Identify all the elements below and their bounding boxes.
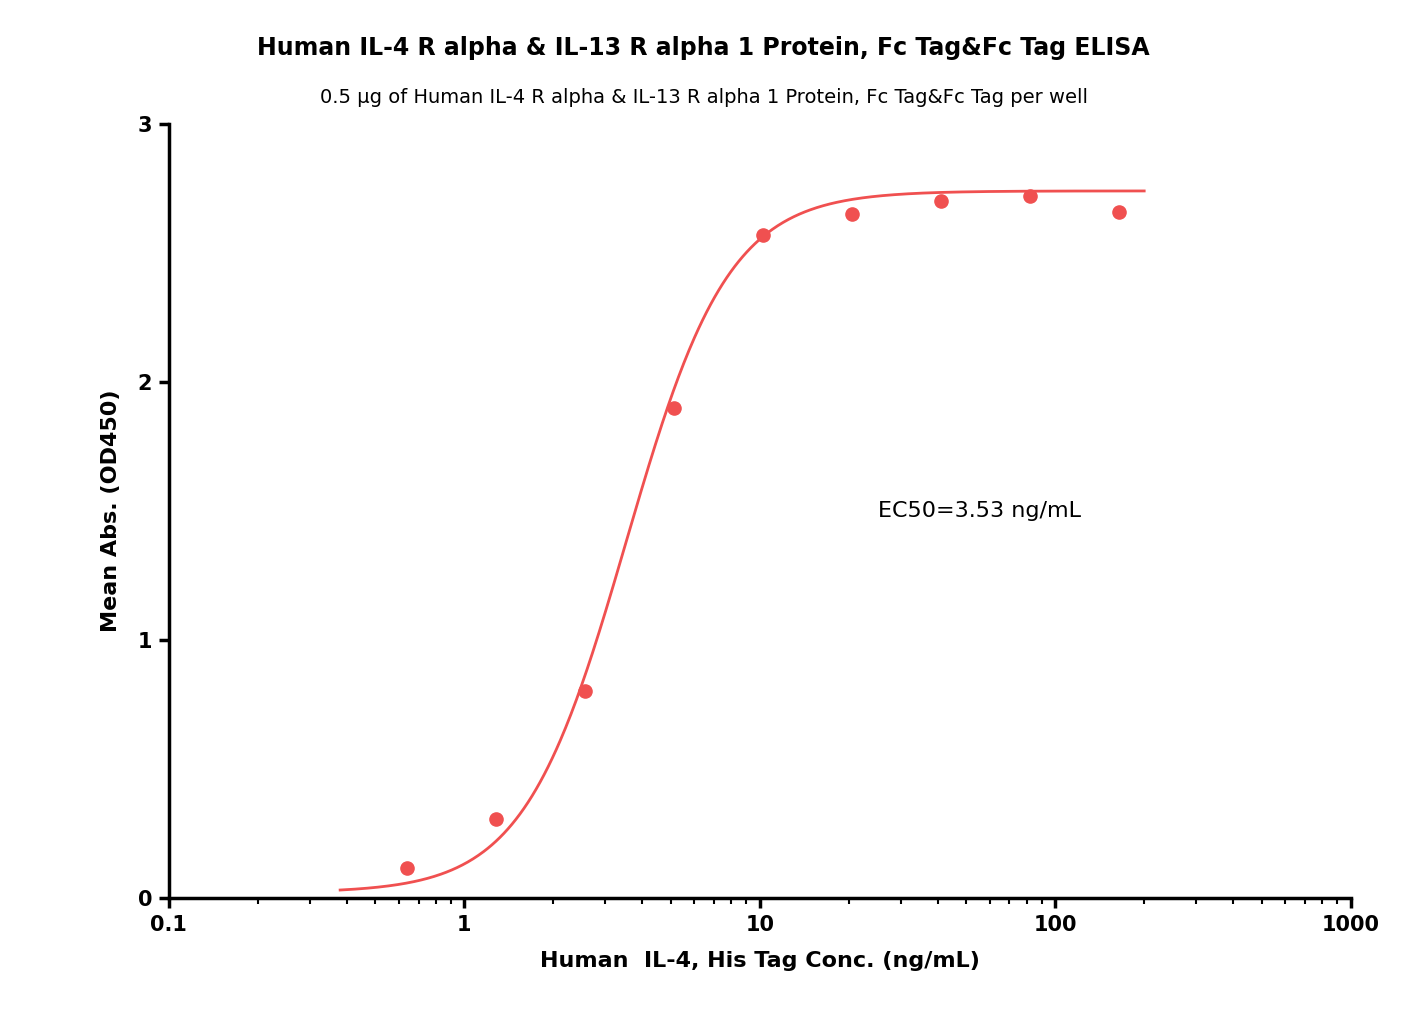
Point [663, 399, 685, 416]
Text: Human IL-4 R alpha & IL-13 R alpha 1 Protein, Fc Tag&Fc Tag ELISA: Human IL-4 R alpha & IL-13 R alpha 1 Pro… [257, 36, 1150, 60]
Point [1107, 203, 1130, 220]
Text: 0.5 μg of Human IL-4 R alpha & IL-13 R alpha 1 Protein, Fc Tag&Fc Tag per well: 0.5 μg of Human IL-4 R alpha & IL-13 R a… [319, 88, 1088, 106]
Text: EC50=3.53 ng/mL: EC50=3.53 ng/mL [878, 501, 1081, 521]
Point [395, 860, 418, 876]
Y-axis label: Mean Abs. (OD450): Mean Abs. (OD450) [101, 390, 121, 632]
Point [485, 811, 508, 828]
X-axis label: Human  IL-4, His Tag Conc. (ng/mL): Human IL-4, His Tag Conc. (ng/mL) [540, 952, 979, 971]
Point [751, 227, 774, 244]
Point [840, 206, 862, 223]
Point [574, 683, 597, 700]
Point [1019, 188, 1041, 204]
Point [930, 193, 953, 209]
